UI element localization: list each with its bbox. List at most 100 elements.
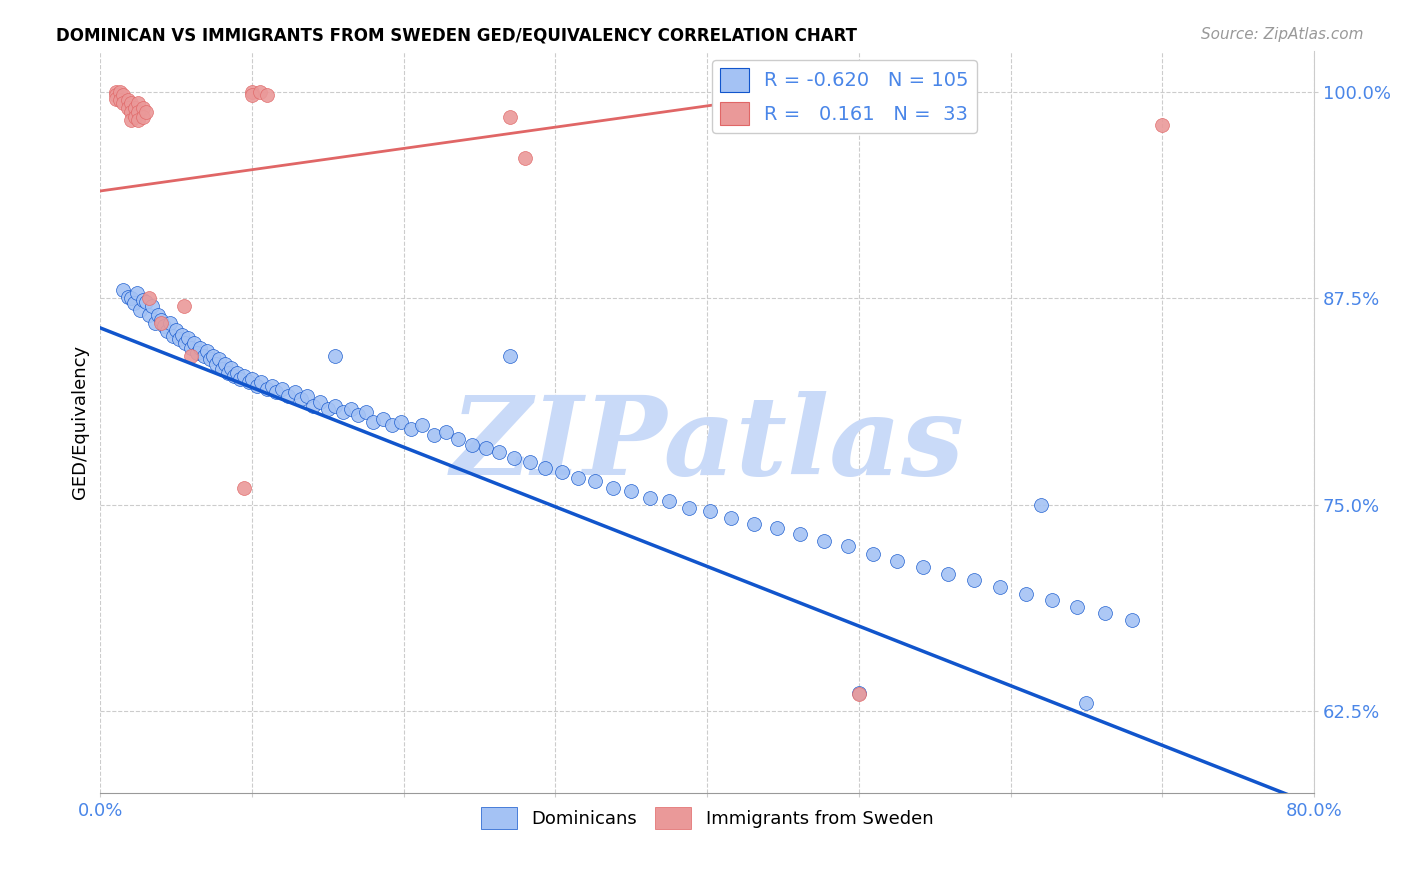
Point: [371, 411, 394, 425]
Point: [186, 345, 208, 359]
Point: [789, 527, 811, 541]
Point: [183, 335, 205, 350]
Point: [219, 360, 242, 375]
Point: [434, 425, 457, 439]
Point: [225, 366, 247, 380]
Point: [447, 432, 470, 446]
Point: [513, 151, 536, 165]
Point: [488, 444, 510, 458]
Point: [848, 687, 870, 701]
Point: [813, 533, 835, 548]
Point: [938, 566, 960, 581]
Point: [277, 389, 299, 403]
Point: [271, 382, 294, 396]
Point: [1152, 118, 1174, 132]
Point: [602, 481, 624, 495]
Point: [325, 349, 347, 363]
Point: [411, 418, 433, 433]
Point: [204, 357, 226, 371]
Point: [567, 471, 589, 485]
Point: [381, 418, 404, 433]
Point: [150, 316, 173, 330]
Point: [122, 296, 145, 310]
Point: [266, 385, 288, 400]
Text: DOMINICAN VS IMMIGRANTS FROM SWEDEN GED/EQUIVALENCY CORRELATION CHART: DOMINICAN VS IMMIGRANTS FROM SWEDEN GED/…: [56, 27, 858, 45]
Point: [132, 293, 155, 307]
Point: [256, 88, 278, 103]
Point: [104, 85, 127, 99]
Point: [309, 395, 332, 409]
Point: [127, 104, 149, 119]
Point: [249, 85, 271, 99]
Point: [848, 686, 870, 700]
Point: [117, 93, 139, 107]
Point: [295, 389, 318, 403]
Point: [180, 349, 202, 363]
Point: [124, 110, 146, 124]
Point: [201, 349, 224, 363]
Point: [135, 104, 157, 119]
Point: [153, 319, 176, 334]
Point: [1094, 607, 1116, 621]
Point: [620, 484, 643, 499]
Point: [474, 442, 496, 456]
Point: [165, 322, 187, 336]
Point: [141, 300, 163, 314]
Point: [742, 517, 765, 532]
Point: [222, 368, 245, 383]
Point: [499, 349, 522, 363]
Legend: Dominicans, Immigrants from Sweden: Dominicans, Immigrants from Sweden: [474, 800, 941, 837]
Point: [159, 316, 181, 330]
Point: [143, 316, 166, 330]
Point: [108, 93, 131, 107]
Point: [117, 102, 139, 116]
Point: [988, 580, 1011, 594]
Point: [246, 378, 269, 392]
Point: [180, 341, 202, 355]
Point: [198, 352, 221, 367]
Point: [1076, 696, 1098, 710]
Point: [172, 327, 194, 342]
Point: [104, 88, 127, 103]
Point: [104, 91, 127, 105]
Text: Source: ZipAtlas.com: Source: ZipAtlas.com: [1201, 27, 1364, 42]
Point: [127, 113, 149, 128]
Point: [1015, 587, 1038, 601]
Point: [911, 560, 934, 574]
Point: [233, 481, 256, 495]
Point: [1029, 498, 1052, 512]
Point: [124, 102, 146, 116]
Point: [332, 405, 354, 419]
Point: [112, 96, 135, 111]
Point: [229, 372, 252, 386]
Point: [120, 113, 142, 128]
Point: [174, 335, 197, 350]
Point: [347, 409, 370, 423]
Text: ZIPatlas: ZIPatlas: [450, 391, 965, 498]
Point: [316, 401, 339, 416]
Point: [963, 574, 986, 588]
Point: [256, 382, 278, 396]
Point: [886, 554, 908, 568]
Point: [138, 291, 160, 305]
Point: [766, 521, 789, 535]
Point: [156, 324, 179, 338]
Point: [550, 465, 572, 479]
Point: [250, 376, 273, 390]
Point: [862, 547, 884, 561]
Point: [461, 438, 484, 452]
Point: [401, 422, 423, 436]
Point: [699, 504, 721, 518]
Point: [127, 96, 149, 111]
Point: [658, 494, 681, 508]
Point: [125, 286, 148, 301]
Point: [290, 392, 312, 406]
Point: [301, 399, 323, 413]
Point: [499, 110, 522, 124]
Point: [720, 510, 742, 524]
Point: [120, 96, 142, 111]
Point: [1121, 613, 1143, 627]
Point: [117, 289, 139, 303]
Point: [503, 451, 526, 466]
Point: [128, 302, 150, 317]
